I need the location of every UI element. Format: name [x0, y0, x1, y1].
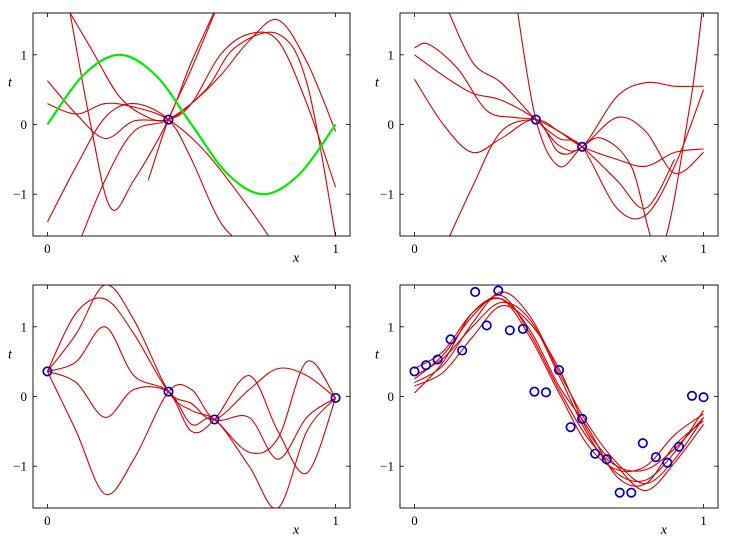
x-tick-label: 1 — [700, 513, 707, 528]
data-point — [493, 285, 504, 296]
data-point — [209, 414, 220, 425]
data-point — [530, 114, 541, 125]
y-axis-label: t — [8, 76, 13, 91]
target-curve — [46, 53, 337, 196]
data-point — [420, 360, 432, 371]
data-point — [698, 392, 709, 403]
chart-panel-4: 0 1 −1 0 1 x t — [375, 284, 719, 538]
y-tick-label: 1 — [21, 47, 28, 62]
plot-area — [46, 13, 337, 236]
sample-curve-3 — [414, 54, 704, 152]
data-point — [481, 320, 492, 331]
y-tick-label: 1 — [21, 319, 28, 334]
x-axis-label: x — [292, 523, 300, 538]
x-tick-label: 1 — [700, 241, 707, 256]
sample-curve-5 — [47, 326, 337, 475]
data-point — [529, 386, 540, 397]
y-tick-label: 0 — [388, 389, 395, 404]
y-axis-label: t — [375, 76, 380, 91]
sample-curve-4 — [47, 370, 337, 508]
data-point — [409, 366, 420, 377]
sample-curve-5 — [81, 31, 337, 236]
data-point — [540, 387, 552, 398]
chart-panel-2: 0 1 −1 0 1 x t — [375, 12, 719, 266]
y-tick-label: −1 — [380, 459, 394, 474]
sample-curve-5 — [414, 297, 704, 487]
y-tick-label: 0 — [21, 117, 28, 132]
data-point — [637, 438, 648, 449]
data-point — [163, 386, 174, 397]
chart-panel-1: 0 1 −1 0 1 x t — [8, 12, 351, 266]
x-tick-label: 0 — [44, 513, 51, 528]
x-tick-label: 1 — [332, 241, 339, 256]
data-point — [470, 286, 481, 298]
sample-curve-4 — [448, 13, 705, 220]
data-point — [650, 452, 661, 463]
y-axis-label: t — [375, 348, 380, 363]
chart-panel-3: 0 1 −1 0 1 x t — [8, 284, 351, 538]
data-point — [686, 390, 698, 401]
y-tick-label: −1 — [13, 187, 27, 202]
axes-frame — [399, 12, 719, 237]
x-axis-label: x — [292, 251, 300, 266]
data-point — [445, 334, 456, 345]
plot-area — [413, 13, 705, 236]
data-point — [553, 364, 565, 376]
sample-curve-4 — [69, 13, 215, 211]
plot-area — [414, 291, 705, 492]
sample-curve-7 — [147, 13, 216, 181]
sample-curve-4 — [414, 297, 704, 473]
x-tick-label: 0 — [411, 513, 418, 528]
sample-curve-6 — [47, 102, 270, 236]
data-point — [457, 345, 468, 356]
data-point — [504, 325, 515, 336]
x-tick-label: 0 — [44, 241, 51, 256]
plot-area — [46, 285, 337, 508]
sample-curve-1 — [414, 42, 704, 168]
data-point — [590, 448, 601, 459]
data-point — [517, 323, 528, 334]
sample-curve-2 — [46, 103, 233, 236]
sample-curve-1 — [46, 31, 337, 188]
sample-curve-1 — [414, 294, 704, 472]
y-axis-label: t — [8, 348, 13, 363]
y-tick-label: 0 — [388, 117, 395, 132]
data-point — [673, 441, 685, 452]
y-tick-label: −1 — [13, 459, 27, 474]
data-point — [163, 114, 174, 125]
axes-frame — [399, 284, 719, 509]
sample-curve-5 — [449, 119, 676, 236]
sample-curve-6 — [414, 305, 704, 492]
y-tick-label: 1 — [388, 319, 395, 334]
y-tick-label: 0 — [21, 389, 28, 404]
x-tick-label: 0 — [411, 241, 418, 256]
data-point — [42, 366, 53, 377]
sample-curve-3 — [414, 291, 705, 485]
data-point — [662, 457, 673, 468]
sample-curve-3 — [69, 13, 337, 132]
sample-curve-2 — [46, 285, 337, 455]
axes-frame — [32, 284, 351, 509]
sample-curve-6 — [517, 13, 703, 236]
data-point — [330, 392, 341, 403]
data-point — [577, 413, 588, 424]
sample-curve-3 — [46, 371, 336, 496]
data-point — [432, 354, 443, 365]
y-tick-label: −1 — [380, 187, 394, 202]
x-tick-label: 1 — [332, 513, 339, 528]
data-point — [577, 141, 588, 152]
x-axis-label: x — [660, 251, 668, 266]
y-tick-label: 1 — [388, 47, 395, 62]
data-point — [614, 487, 625, 498]
data-point — [601, 454, 612, 465]
sample-curve-2 — [413, 78, 704, 175]
data-point — [565, 422, 576, 433]
data-point — [626, 487, 637, 498]
x-axis-label: x — [660, 523, 668, 538]
